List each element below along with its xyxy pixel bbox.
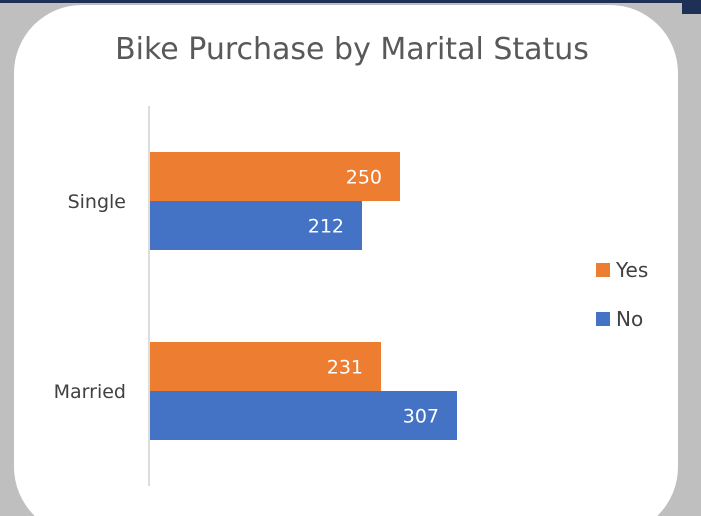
- chart-title: Bike Purchase by Marital Status: [115, 32, 589, 67]
- bar-married-yes: [150, 342, 381, 391]
- data-label-single-yes: 250: [346, 167, 382, 189]
- top-border-strip: [0, 0, 682, 3]
- bar-single-yes: [150, 152, 400, 201]
- category-label-single: Single: [68, 191, 126, 213]
- legend-swatch-no: [596, 312, 610, 326]
- data-label-single-no: 212: [308, 216, 344, 238]
- legend-label-no: No: [616, 307, 643, 331]
- data-label-married-yes: 231: [327, 357, 363, 379]
- bar-married-no: [150, 391, 457, 440]
- bar-single-no: [150, 201, 362, 250]
- category-labels: Single Married: [54, 191, 126, 403]
- bars-group: 250 212 231 307: [150, 152, 457, 440]
- data-label-married-no: 307: [403, 406, 439, 428]
- corner-strip: [682, 0, 701, 14]
- legend-label-yes: Yes: [615, 258, 648, 282]
- category-label-married: Married: [54, 381, 126, 403]
- legend: Yes No: [596, 258, 648, 331]
- legend-swatch-yes: [596, 263, 610, 277]
